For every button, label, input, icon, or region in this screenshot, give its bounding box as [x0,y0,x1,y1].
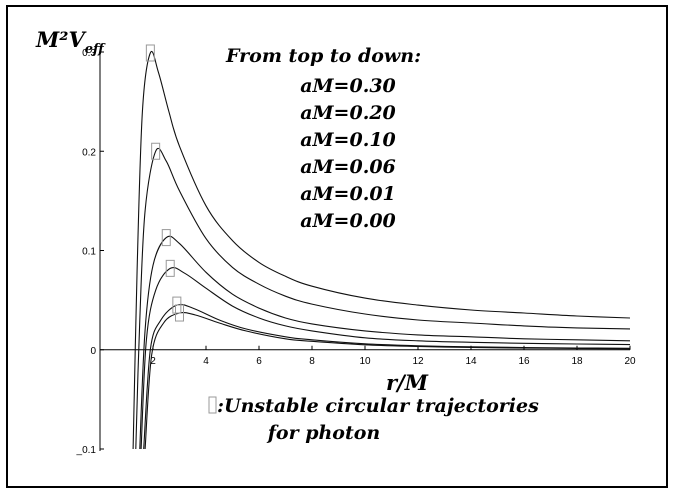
x-tick-label: 14 [465,356,477,367]
unstable-marker [161,229,171,247]
unstable-marker [151,142,161,160]
marker-note: :Unstable circular trajectories for phot… [208,395,539,444]
y-tick-label: 0.1 [82,247,96,258]
legend-entry: aM=0.06 [300,156,396,178]
series-line [135,147,631,450]
legend-entry: aM=0.01 [300,183,396,205]
legend-entry: aM=0.10 [300,129,396,151]
potential-chart: 2 4 6 8 10 12 14 16 18 20 _0.1 0 0.1 0.2 0.3 M²Veff r/… [35,27,636,456]
series-line [144,311,631,450]
y-tick-label: 0 [90,346,96,357]
y-axis-label: M²Veff [35,27,106,57]
figure-frame: 2 4 6 8 10 12 14 16 18 20 _0.1 0 0.1 0.2 0.3 M²Veff r/… [6,5,668,488]
series-line [143,303,631,450]
curves [132,50,631,450]
x-tick-label: 16 [518,356,530,367]
legend-entry: aM=0.30 [300,75,396,97]
x-tick-label: 4 [203,356,209,367]
x-axis-label: r/M [386,370,429,395]
legend-entry: aM=0.00 [300,210,396,232]
marker-key-symbol [208,396,217,414]
x-tick-label: 20 [624,356,636,367]
unstable-marker [145,44,155,62]
unstable-markers [145,44,184,322]
x-tick-label: 12 [412,356,424,367]
series-line [140,266,631,450]
x-tick-label: 10 [359,356,371,367]
x-tick-label: 6 [256,356,262,367]
x-tick-label: 18 [571,356,583,367]
x-tick-label: 2 [150,356,156,367]
y-tick-label: _0.1 [76,445,97,456]
marker-note-line-2: for photon [266,422,381,444]
axes: 2 4 6 8 10 12 14 16 18 20 _0.1 0 0.1 0.2 0.3 [76,48,636,456]
series-line [132,50,631,450]
x-tick-label: 8 [309,356,315,367]
unstable-marker [175,304,184,322]
unstable-marker [165,259,175,277]
legend: aM=0.30 aM=0.20 aM=0.10 aM=0.06 aM=0.01 aM=0.… [300,75,396,232]
series-line [139,235,631,450]
legend-entry: aM=0.20 [300,102,396,124]
marker-note-line-1: :Unstable circular trajectories [217,395,539,417]
y-tick-label: 0.3 [82,48,96,59]
y-tick-label: 0.2 [82,147,96,158]
legend-title: From top to down: [225,45,421,67]
